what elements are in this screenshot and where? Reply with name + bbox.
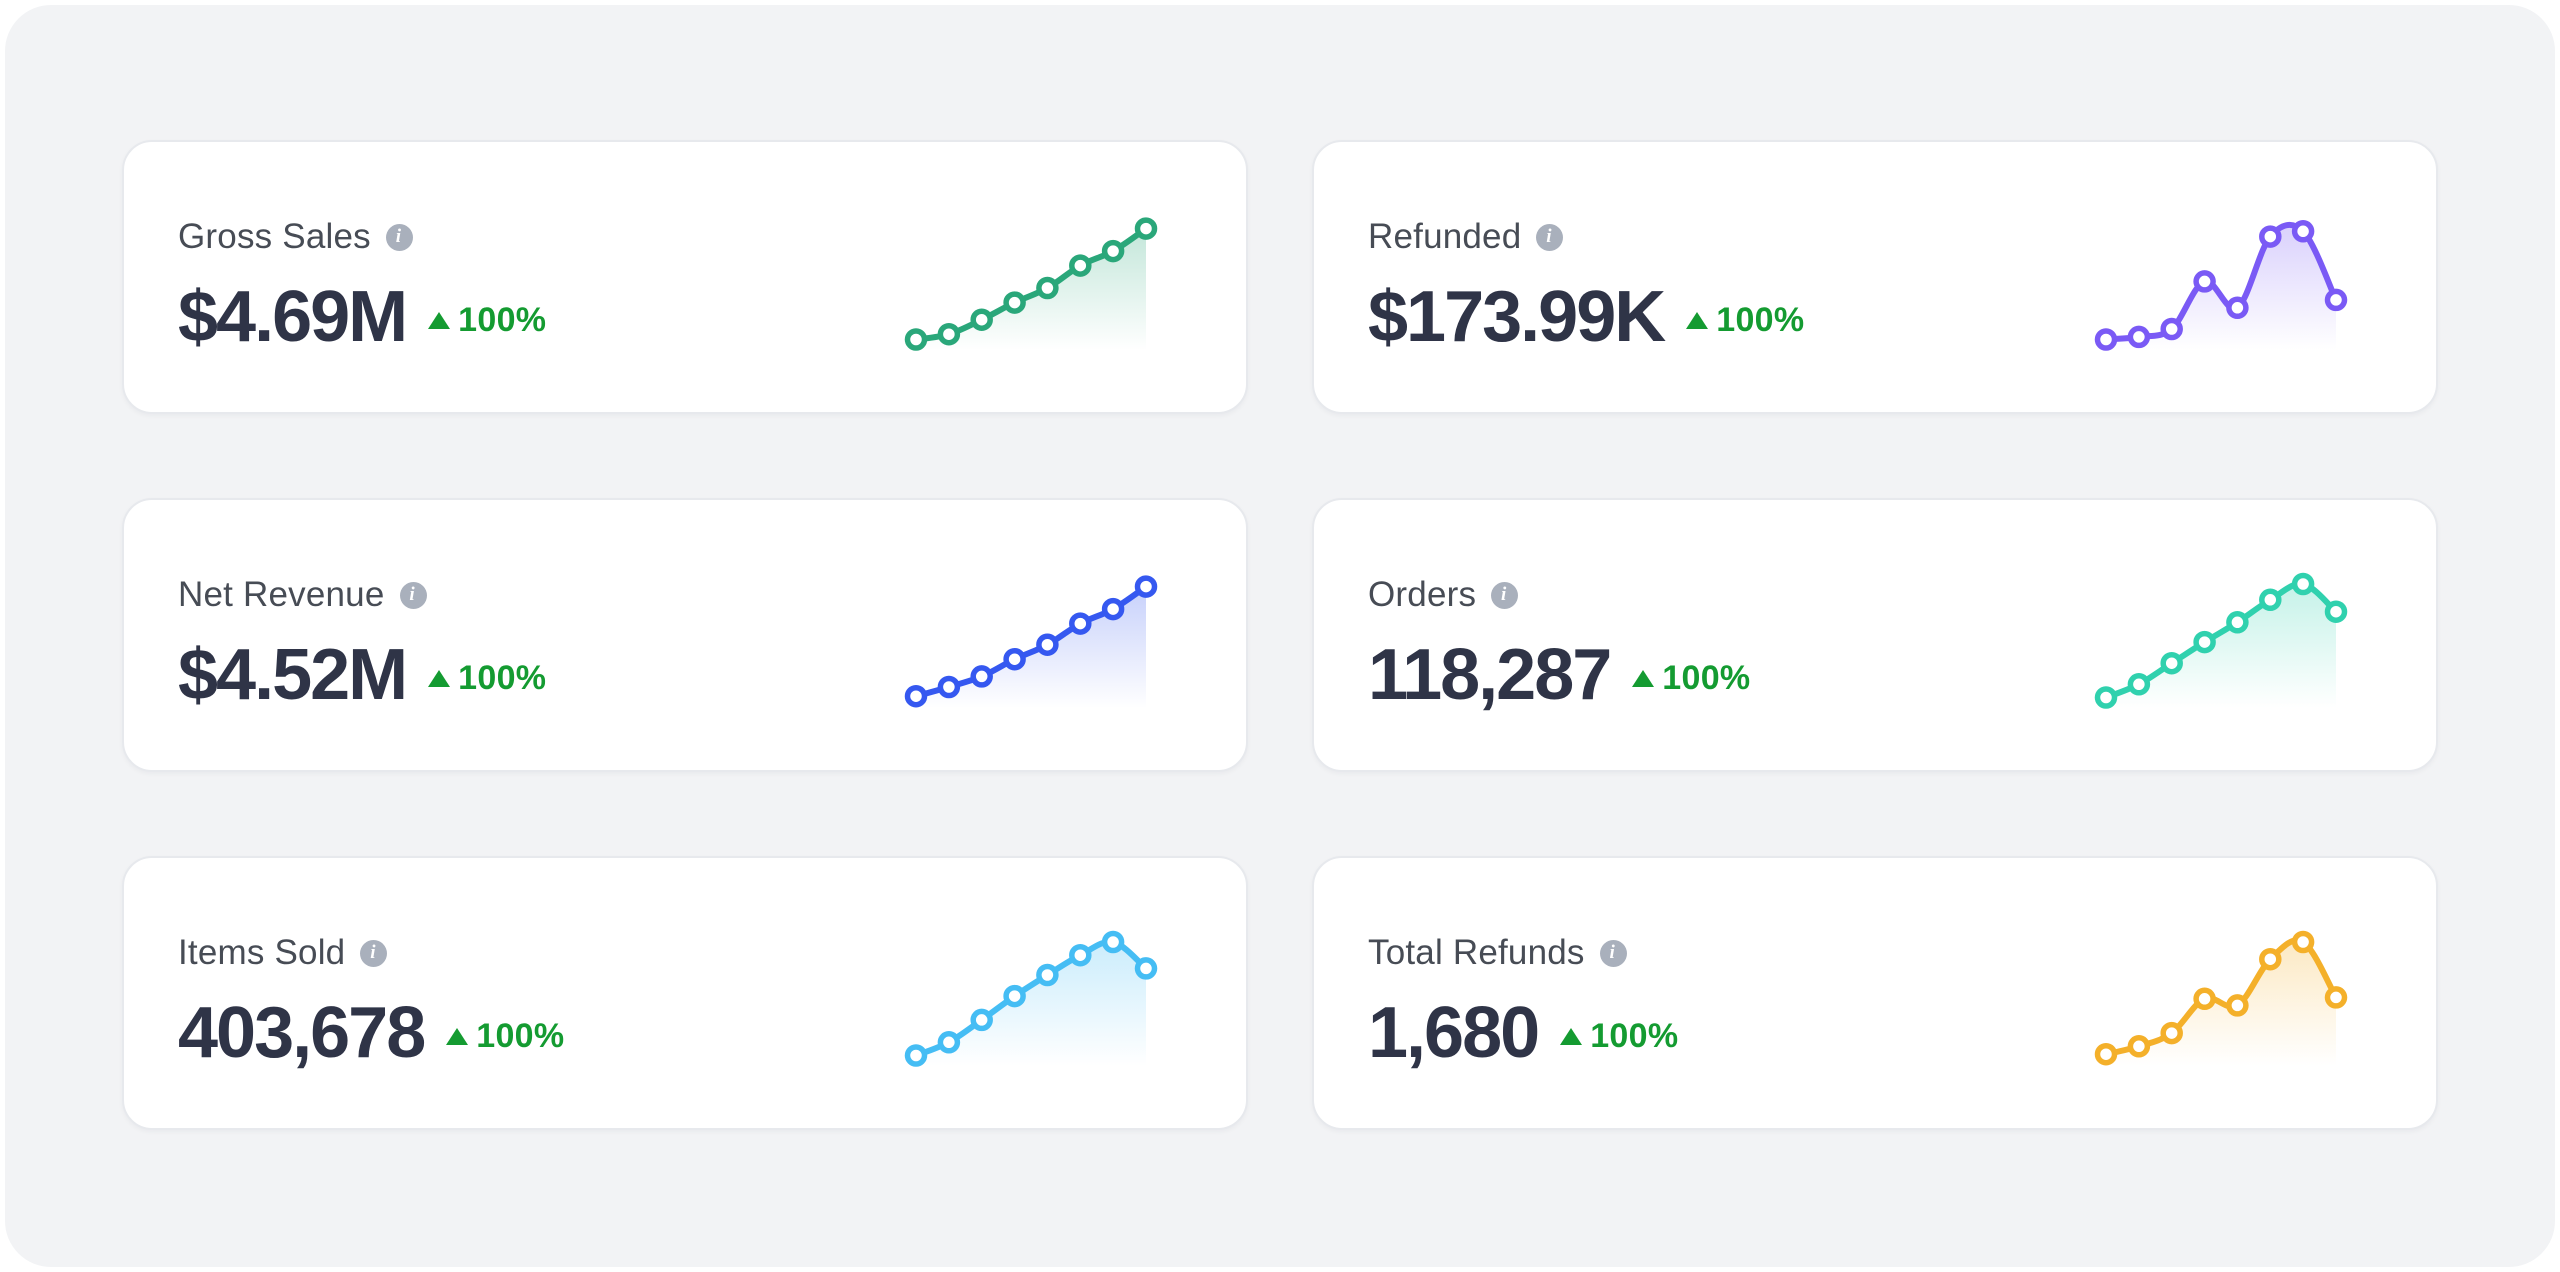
metrics-grid: Gross Sales i $4.69M 100% Refunded i $17… bbox=[122, 140, 2438, 1130]
info-icon-glyph: i bbox=[395, 225, 401, 247]
metric-change-value: 100% bbox=[458, 658, 547, 697]
trend-up-icon bbox=[1686, 311, 1709, 329]
info-icon[interactable]: i bbox=[399, 581, 427, 609]
info-icon-glyph: i bbox=[1546, 225, 1552, 247]
metric-label: Total Refunds bbox=[1368, 933, 1585, 972]
metric-card-info: Refunded i $173.99K 100% bbox=[1368, 217, 1804, 357]
metric-label: Orders bbox=[1368, 575, 1477, 614]
metric-change-value: 100% bbox=[458, 300, 547, 339]
trend-up-icon bbox=[1632, 669, 1655, 687]
sparkline-chart bbox=[2094, 572, 2348, 730]
sparkline-chart bbox=[904, 575, 1158, 730]
info-icon-glyph: i bbox=[370, 941, 376, 963]
metric-value-row: $4.69M 100% bbox=[178, 277, 546, 357]
metric-card: Refunded i $173.99K 100% bbox=[1312, 140, 2438, 414]
trend-up-icon bbox=[1560, 1027, 1583, 1045]
metric-card: Net Revenue i $4.52M 100% bbox=[122, 498, 1248, 772]
metric-title-row: Orders i bbox=[1368, 575, 1750, 615]
metric-change-value: 100% bbox=[1662, 658, 1751, 697]
metric-card-info: Orders i 118,287 100% bbox=[1368, 575, 1750, 715]
info-icon[interactable]: i bbox=[1491, 581, 1519, 609]
metric-change-badge: 100% bbox=[1632, 659, 1750, 698]
metric-title-row: Refunded i bbox=[1368, 217, 1804, 257]
trend-up-icon bbox=[446, 1027, 469, 1045]
metric-title-row: Net Revenue i bbox=[178, 575, 546, 615]
metric-card: Orders i 118,287 100% bbox=[1312, 498, 2438, 772]
metric-value: $173.99K bbox=[1368, 277, 1666, 357]
metric-card-info: Total Refunds i 1,680 100% bbox=[1368, 933, 1678, 1073]
trend-up-icon bbox=[428, 311, 451, 329]
metric-card-info: Net Revenue i $4.52M 100% bbox=[178, 575, 546, 715]
info-icon-glyph: i bbox=[409, 583, 415, 605]
metric-label: Refunded bbox=[1368, 217, 1522, 256]
sparkline-chart bbox=[904, 217, 1158, 372]
metric-value: 403,678 bbox=[178, 993, 426, 1073]
metric-change-badge: 100% bbox=[1560, 1017, 1678, 1056]
metric-title-row: Total Refunds i bbox=[1368, 933, 1678, 973]
metric-value-row: 1,680 100% bbox=[1368, 993, 1678, 1073]
metric-card: Total Refunds i 1,680 100% bbox=[1312, 856, 2438, 1130]
metric-change-badge: 100% bbox=[428, 659, 546, 698]
sparkline-chart bbox=[904, 930, 1158, 1088]
metric-value-row: $173.99K 100% bbox=[1368, 277, 1804, 357]
metric-change-value: 100% bbox=[1716, 300, 1805, 339]
sparkline-chart bbox=[2094, 930, 2348, 1088]
metric-label: Net Revenue bbox=[178, 575, 385, 614]
metric-card: Gross Sales i $4.69M 100% bbox=[122, 140, 1248, 414]
metric-value-row: $4.52M 100% bbox=[178, 635, 546, 715]
info-icon[interactable]: i bbox=[1599, 939, 1627, 967]
metric-card-info: Items Sold i 403,678 100% bbox=[178, 933, 564, 1073]
metric-label: Gross Sales bbox=[178, 217, 371, 256]
metric-value: 118,287 bbox=[1368, 635, 1612, 715]
sparkline-chart bbox=[2094, 220, 2348, 372]
metric-card: Items Sold i 403,678 100% bbox=[122, 856, 1248, 1130]
metric-label: Items Sold bbox=[178, 933, 346, 972]
info-icon-glyph: i bbox=[1501, 583, 1507, 605]
metric-change-value: 100% bbox=[476, 1016, 565, 1055]
metric-change-badge: 100% bbox=[1686, 301, 1804, 340]
info-icon[interactable]: i bbox=[1536, 223, 1564, 251]
info-icon-glyph: i bbox=[1609, 941, 1615, 963]
metric-value: 1,680 bbox=[1368, 993, 1540, 1073]
metric-value-row: 403,678 100% bbox=[178, 993, 564, 1073]
info-icon[interactable]: i bbox=[385, 223, 413, 251]
metric-title-row: Gross Sales i bbox=[178, 217, 546, 257]
trend-up-icon bbox=[428, 669, 451, 687]
info-icon[interactable]: i bbox=[360, 939, 388, 967]
metric-value-row: 118,287 100% bbox=[1368, 635, 1750, 715]
metric-change-badge: 100% bbox=[428, 301, 546, 340]
metric-change-value: 100% bbox=[1590, 1016, 1679, 1055]
metric-change-badge: 100% bbox=[446, 1017, 564, 1056]
metric-card-info: Gross Sales i $4.69M 100% bbox=[178, 217, 546, 357]
metric-value: $4.69M bbox=[178, 277, 408, 357]
metric-title-row: Items Sold i bbox=[178, 933, 564, 973]
metrics-panel: Gross Sales i $4.69M 100% Refunded i $17… bbox=[5, 5, 2555, 1267]
metric-value: $4.52M bbox=[178, 635, 408, 715]
